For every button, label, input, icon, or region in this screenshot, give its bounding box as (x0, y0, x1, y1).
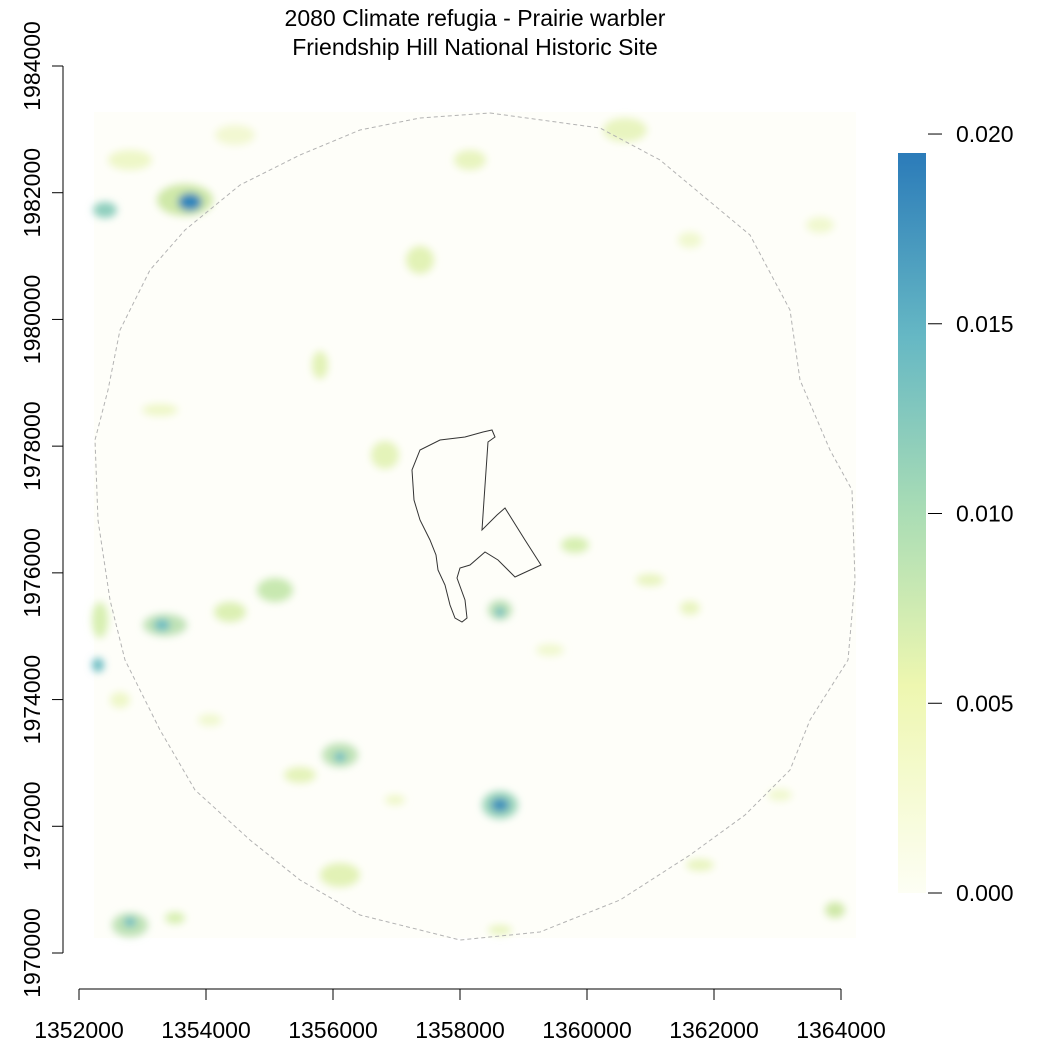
patch (406, 246, 434, 274)
patch (284, 767, 316, 783)
x-tick-label: 1358000 (415, 1017, 505, 1043)
y-tick-label: 1982000 (19, 148, 45, 238)
y-axis: 1970000 1972000 1974000 1976000 1978000 19800… (19, 21, 64, 998)
patch (371, 441, 399, 469)
patch (257, 578, 293, 602)
patch (110, 692, 130, 708)
x-tick-label: 1354000 (161, 1017, 251, 1043)
patch (495, 607, 505, 617)
legend-tick-label: 0.000 (956, 880, 1014, 906)
patch (154, 619, 170, 631)
map-subtitle: Friendship Hill National Historic Site (292, 34, 658, 60)
y-tick-label: 1974000 (19, 655, 45, 745)
patch (320, 863, 360, 887)
patch (561, 537, 589, 553)
x-tick-label: 1356000 (288, 1017, 378, 1043)
patch (214, 602, 246, 622)
raster-area (94, 112, 856, 938)
park-boundary (411, 429, 542, 623)
patch (312, 351, 328, 379)
legend-tick-label: 0.005 (956, 690, 1014, 716)
patch (198, 714, 222, 726)
y-tick-label: 1980000 (19, 275, 45, 365)
patch (603, 118, 647, 142)
legend-ticks: 0.000 0.005 0.010 0.015 0.020 (928, 121, 1014, 906)
patch (215, 125, 255, 145)
patch (142, 404, 178, 416)
patch (678, 232, 702, 248)
y-tick-label: 1976000 (19, 528, 45, 618)
patch (178, 193, 202, 211)
y-tick-label: 1970000 (19, 908, 45, 998)
patch (491, 798, 509, 812)
legend-tick-label: 0.020 (956, 121, 1014, 147)
x-tick-label: 1362000 (669, 1017, 759, 1043)
patch (488, 925, 512, 935)
y-tick-label: 1972000 (19, 782, 45, 872)
patch (680, 601, 700, 615)
legend-tick-label: 0.010 (956, 501, 1014, 527)
patch (636, 574, 664, 586)
x-tick-label: 1360000 (542, 1017, 632, 1043)
patch (686, 859, 714, 871)
patch (93, 202, 117, 218)
patch (108, 150, 152, 170)
legend-tick-label: 0.015 (956, 311, 1014, 337)
patch (536, 644, 564, 656)
patch (768, 789, 792, 801)
patch (92, 658, 104, 672)
patch (454, 150, 486, 170)
y-tick-label: 1978000 (19, 401, 45, 491)
patch (334, 752, 346, 762)
legend-colorbar (898, 153, 926, 893)
patch (385, 795, 405, 805)
patch (806, 217, 834, 233)
x-tick-label: 1352000 (34, 1017, 124, 1043)
patch (165, 912, 185, 924)
y-tick-label: 1984000 (19, 21, 45, 111)
map-title: 2080 Climate refugia - Prairie warbler (284, 5, 666, 31)
x-axis: 1352000 1354000 1356000 1358000 1360000 13620… (34, 988, 886, 1043)
patch (825, 902, 845, 918)
patch (124, 917, 136, 927)
x-tick-label: 1364000 (796, 1017, 886, 1043)
suitability-patches (92, 118, 845, 937)
patch (92, 602, 108, 638)
